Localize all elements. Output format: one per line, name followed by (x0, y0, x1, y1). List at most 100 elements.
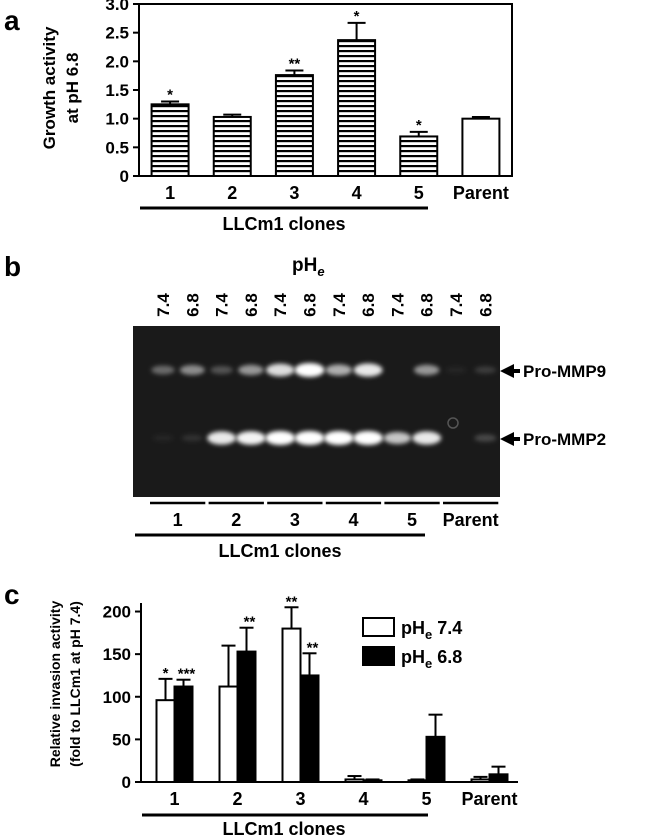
panel-c-bar-ph-6-8 (236, 650, 257, 783)
panel-a-bar (212, 115, 252, 177)
panel-c-ylabel-line2: (fold to LLCm1 at pH 7.4) (67, 601, 83, 767)
pro-mmp9-band (413, 364, 440, 376)
pro-mmp2-band (383, 432, 412, 444)
panel-a-x-axis: 1 2 3 4 5 Parent (165, 183, 509, 203)
panel-b-group-label: LLCm1 clones (218, 541, 341, 561)
panel-b-lane-label: 6.8 (418, 293, 437, 317)
panel-c-legend: pHe 7.4 pHe 6.8 (362, 617, 462, 671)
panel-c-xtick-label: 4 (358, 789, 368, 809)
legend-swatch-ph-7-4 (362, 617, 395, 637)
panel-b-lane-label: 6.8 (301, 293, 320, 317)
panel-c-y-axis: 0 50 100 150 200 (103, 603, 141, 792)
pro-mmp9-band (179, 365, 205, 375)
panel-c-bar-ph-7-4 (407, 779, 428, 783)
panel-b-header-sub: e (317, 264, 324, 279)
panel-c-significance: ** (307, 639, 319, 656)
panel-b-lane-label: 6.8 (476, 293, 495, 317)
panel-a-ytick-label: 0.5 (105, 138, 129, 157)
pro-mmp9-label: Pro-MMP9 (523, 362, 606, 381)
panel-c-bar-ph-7-4 (218, 685, 239, 783)
panel-b-group-label: 3 (290, 510, 300, 530)
pro-mmp9-band (445, 366, 467, 374)
panel-c-ytick-label: 150 (103, 645, 131, 664)
pro-mmp9-band (325, 364, 353, 376)
gel-artifact (447, 417, 459, 429)
panel-c-bars: * ********* (155, 593, 509, 784)
panel-b-lane-label: 7.4 (213, 293, 232, 317)
panel-a-xtick-label: 5 (414, 183, 424, 203)
panel-c-ytick-label: 50 (112, 730, 131, 749)
panel-c: c Relative invasion activity (fold to LL… (4, 579, 518, 839)
pro-mmp9-arrow (500, 364, 520, 378)
panel-c-xtick-label: 2 (232, 789, 242, 809)
pro-mmp2-band (181, 434, 203, 442)
pro-mmp9-band (265, 363, 295, 377)
panel-a-y-axis: 0 0.5 1.0 1.5 2.0 2.5 3.0 (105, 0, 139, 186)
panel-b-letter: b (4, 251, 21, 282)
panel-a: a Growth activity at pH 6.8 0 0.5 1.0 1.5 2.… (4, 0, 513, 234)
panel-a-ytick-label: 2.5 (105, 24, 129, 43)
legend-label-ph-7-4-sub: e (425, 627, 432, 642)
panel-a-ylabel-line1: Growth activity (40, 26, 59, 149)
pro-mmp2-band (152, 434, 174, 442)
panel-b-lane-label: 7.4 (447, 293, 466, 317)
pro-mmp2-band (474, 434, 497, 442)
panel-a-group-label: LLCm1 clones (222, 214, 345, 234)
panel-a-bar (150, 103, 190, 177)
panel-a-xtick-label: 1 (165, 183, 175, 203)
panel-a-bar (461, 117, 501, 177)
legend-label-ph-7-4: pHe 7.4 (401, 618, 462, 642)
pro-mmp2-band (353, 431, 384, 445)
panel-a-bars: ***** (150, 8, 501, 178)
panel-c-bar-ph-7-4 (155, 699, 176, 784)
panel-c-xtick-label: Parent (461, 789, 517, 809)
panel-c-ytick-label: 100 (103, 688, 131, 707)
pro-mmp9-band (474, 366, 497, 374)
pro-mmp2-band (236, 431, 266, 445)
pro-mmp2-band (412, 431, 442, 445)
panel-a-ytick-label: 2.0 (105, 52, 129, 71)
panel-b-group-label: 4 (348, 510, 358, 530)
panel-c-ytick-label: 200 (103, 603, 131, 622)
panel-c-group-label: LLCm1 clones (222, 819, 345, 839)
panel-b-bands (151, 363, 497, 445)
legend-label-ph-7-4-value: 7.4 (432, 618, 462, 638)
panel-a-xtick-label: 2 (227, 183, 237, 203)
panel-c-significance: ** (286, 593, 298, 610)
panel-c-bar-ph-6-8 (299, 674, 320, 784)
panel-a-bar (337, 39, 377, 178)
panel-a-significance: * (416, 117, 422, 134)
panel-b-group-labels: 1 2 3 4 5 Parent (150, 501, 499, 530)
panel-b-lane-label: 6.8 (242, 293, 261, 317)
panel-c-ylabel-line1: Relative invasion activity (47, 601, 63, 768)
panel-a-plot-frame (138, 3, 513, 177)
pro-mmp2-band (323, 431, 354, 445)
pro-mmp2-band (265, 431, 296, 445)
panel-b-group-label: 1 (173, 510, 183, 530)
panel-a-significance: * (354, 8, 360, 25)
panel-c-x-axis: 1 2 3 4 5 Parent (169, 789, 517, 809)
panel-b: b pHe 7.4 6.8 7.4 6.8 7.4 6.8 7.4 6.8 7.4 6.8 7.4 6… (4, 251, 606, 561)
legend-label-ph-6-8-sub: e (425, 656, 432, 671)
legend-swatch-ph-6-8 (362, 646, 395, 666)
legend-label-ph-6-8-text: pH (401, 647, 425, 667)
pro-mmp9-band (294, 363, 325, 377)
panel-b-lane-label: 7.4 (154, 293, 173, 317)
panel-a-significance: ** (289, 56, 301, 73)
pro-mmp2-arrow (500, 432, 520, 446)
panel-b-group-label: 5 (407, 510, 417, 530)
pro-mmp9-band (353, 363, 383, 377)
panel-c-xtick-label: 5 (421, 789, 431, 809)
panel-c-bar-ph-6-8 (362, 779, 383, 783)
panel-b-lane-label: 6.8 (183, 293, 202, 317)
panel-c-bar-ph-7-4 (470, 778, 491, 784)
panel-a-bar (274, 74, 314, 177)
legend-label-ph-7-4-text: pH (401, 618, 425, 638)
pro-mmp9-band (151, 365, 175, 375)
legend-label-ph-6-8: pHe 6.8 (401, 647, 462, 671)
panel-a-letter: a (4, 5, 20, 36)
panel-a-ytick-label: 1.0 (105, 110, 129, 129)
panel-b-lane-label: 7.4 (388, 293, 407, 317)
panel-c-xtick-label: 3 (295, 789, 305, 809)
